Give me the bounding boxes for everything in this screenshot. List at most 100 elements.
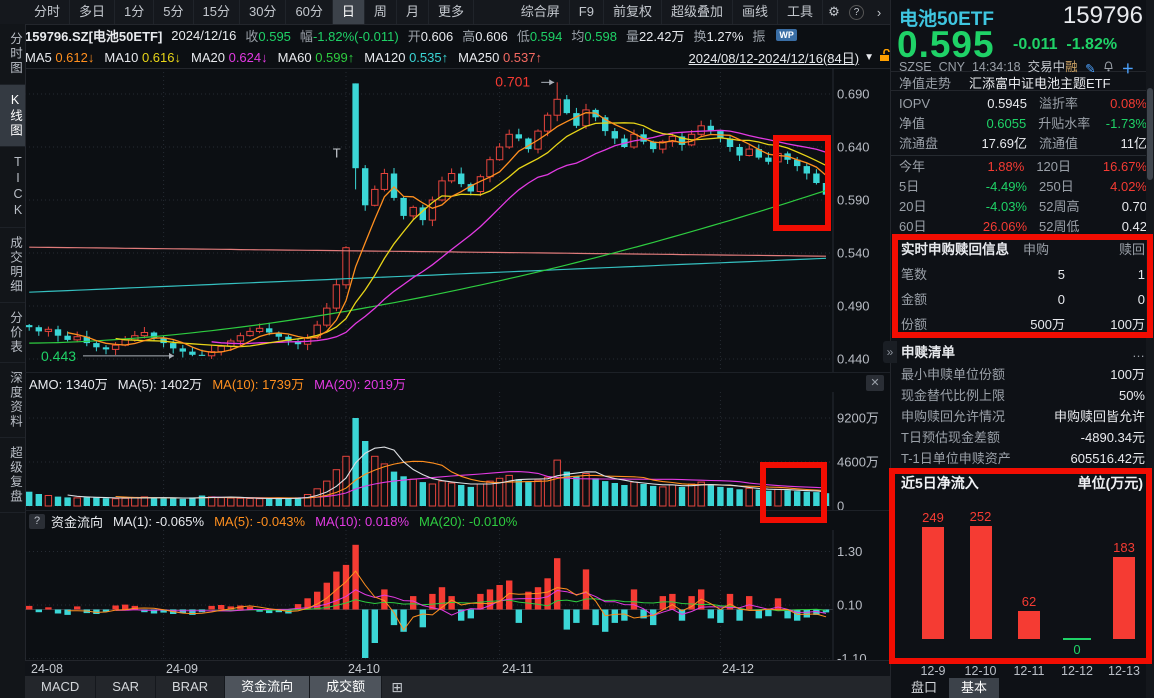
x-axis-label-2: 24-10	[348, 662, 380, 676]
menu-item-3[interactable]: 超级叠加	[662, 0, 733, 24]
indicator-tab-3[interactable]: 资金流向	[225, 676, 311, 698]
stock-code-label: 159796.SZ[电池50ETF]	[25, 28, 163, 44]
subs-row-2: 申购赎回允许情况 申购赎回皆允许	[901, 409, 1145, 424]
ma-values: MA5 0.612↓ MA10 0.616↓ MA20 0.624↓ MA60 0.5…	[25, 50, 552, 65]
add-indicator-icon[interactable]: ⊞	[391, 678, 404, 695]
period-tab-5[interactable]: 30分	[240, 0, 287, 24]
inflow-category-2: 12-11	[1013, 664, 1045, 678]
panel-tab-0[interactable]: 盘口	[911, 680, 938, 695]
help-icon[interactable]: ?	[849, 4, 864, 20]
lock-icon[interactable]	[879, 48, 890, 65]
svg-text:0.701: 0.701	[495, 73, 530, 89]
subs-row-4: T-1日单位申赎资产 605516.42元	[901, 451, 1145, 466]
menu-item-4[interactable]: 画线	[733, 0, 778, 24]
subscription-list-section: 申赎清单 … 最小申赎单位份额 100万 现金替代比例上限 50% 申购赎回允许情况 申购…	[891, 340, 1154, 469]
menu-item-0[interactable]: 综合屏	[512, 0, 570, 24]
etf-name: 电池50ETF	[899, 9, 995, 30]
field-5: 均0.598	[571, 28, 617, 44]
inflow-bar-2	[1018, 611, 1040, 639]
realtime-title: 实时申购赎回信息	[901, 242, 1009, 257]
indicator-tab-1[interactable]: SAR	[96, 676, 157, 698]
gear-icon[interactable]: ⚙	[828, 4, 840, 19]
indicator-tab-2[interactable]: BRAR	[156, 676, 226, 698]
sidebar-item-2[interactable]: TICK	[0, 147, 25, 228]
volume-chart[interactable]: 9200万 4600万 0	[25, 392, 890, 514]
help-icon[interactable]: ?	[29, 513, 45, 529]
indicator-tabbar: MACD SAR BRAR 资金流向 成交额 ⊞	[25, 676, 890, 698]
col-subscribe: 申购	[1023, 242, 1050, 257]
inflow-bar-4	[1113, 557, 1135, 639]
menu-item-5[interactable]: 工具	[778, 0, 823, 24]
bell-icon[interactable]	[1103, 61, 1114, 76]
indicator-tab-4[interactable]: 成交额	[310, 676, 383, 698]
period-tab-6[interactable]: 60分	[286, 0, 333, 24]
flow-item-2: MA(10): 0.018%	[315, 513, 410, 529]
inflow-bar-0	[922, 527, 944, 639]
period-tab-3[interactable]: 5分	[154, 0, 194, 24]
scrollbar-track[interactable]	[1146, 0, 1154, 698]
stat-row-4: 5日 -4.49% 250日 4.02%	[899, 179, 1147, 194]
moneyflow-chart[interactable]: 1.30 0.10 -1.10	[25, 530, 890, 666]
amo-item-1: MA(5): 1402万	[117, 376, 203, 392]
panel-tab-1[interactable]: 基本	[949, 678, 1000, 698]
period-tab-10[interactable]: 更多	[429, 0, 474, 24]
svg-text:1.30: 1.30	[837, 544, 862, 559]
more-icon[interactable]: …	[1132, 345, 1145, 360]
period-tab-7[interactable]: 日	[332, 0, 365, 24]
sidebar-item-0[interactable]: 分时图	[0, 24, 25, 85]
svg-text:0.10: 0.10	[837, 598, 862, 613]
period-tab-4[interactable]: 15分	[194, 0, 240, 24]
inflow-value-3: 0	[1073, 642, 1081, 657]
fund-name: 汇添富中证电池主题ETF	[969, 76, 1111, 91]
chevron-right-icon[interactable]: ›	[876, 4, 882, 20]
flow-item-1: MA(5): -0.043%	[214, 513, 306, 529]
field-7: 换1.27%	[693, 28, 744, 44]
ohlc-fields: 收0.595 幅-1.82%(-0.011) 开0.606 高0.606 低0.594 均…	[245, 26, 774, 45]
close-icon[interactable]: ✕	[866, 375, 884, 391]
field-3: 高0.606	[462, 28, 508, 44]
date-range-selector[interactable]: 2024/08/12-2024/12/16(84日)	[688, 50, 860, 66]
sidebar-item-4[interactable]: 分价表	[0, 303, 25, 363]
svg-text:0.490: 0.490	[837, 299, 870, 314]
period-tab-1[interactable]: 多日	[70, 0, 116, 24]
inflow-value-1: 252	[969, 509, 992, 524]
inflow-value-0: 249	[922, 510, 944, 525]
price-change: -0.011 -1.82%	[1013, 36, 1118, 53]
inflow-category-1: 12-10	[964, 664, 997, 678]
nav-row[interactable]: 净值走势 汇添富中证电池主题ETF	[891, 72, 1154, 91]
sidebar-item-5[interactable]: 深度资料	[0, 363, 25, 438]
svg-text:0: 0	[837, 499, 844, 511]
wp-badge-icon[interactable]: WP	[776, 29, 797, 41]
period-tab-8[interactable]: 周	[365, 0, 397, 24]
inflow-value-2: 62	[1021, 594, 1037, 609]
menu-item-1[interactable]: F9	[570, 0, 604, 24]
moneyflow-title: 资金流向	[51, 514, 104, 530]
svg-text:T: T	[333, 146, 341, 161]
inflow-value-4: 183	[1113, 540, 1135, 555]
sidebar-item-3[interactable]: 成交明细	[0, 228, 25, 303]
sidebar-item-1[interactable]: K线图	[0, 84, 25, 147]
subs-row-1: 现金替代比例上限 50%	[901, 388, 1145, 403]
ma-item-5: MA250 0.537↑	[458, 49, 542, 65]
panel-collapse-handle[interactable]: »	[883, 341, 897, 363]
chevron-down-icon[interactable]: ▼	[864, 51, 874, 63]
stat-row-5: 20日 -4.03% 52周高 0.70	[899, 199, 1147, 214]
moneyflow-values: MA(1): -0.065% MA(5): -0.043% MA(10): 0.01…	[113, 514, 527, 529]
edit-icon[interactable]: ✎	[1085, 62, 1096, 76]
period-tab-0[interactable]: 分时	[25, 0, 71, 24]
time-axis: 24-08 24-09 24-10 24-11 24-12	[25, 660, 890, 677]
inflow-bar-1	[969, 526, 992, 639]
indicator-tab-0[interactable]: MACD	[25, 676, 97, 698]
scrollbar-thumb[interactable]	[1147, 88, 1153, 180]
kline-chart[interactable]: 0.690 0.640 0.590 0.540 0.490 0.440 0.701 0.443…	[25, 68, 890, 372]
period-toolbar: 分时 多日 1分 5分 15分 30分 60分日周月更多 综合屏 F9 前复权 超级叠加 画线 工具 ⚙?…	[25, 0, 890, 25]
amo-values: AMO: 1340万 MA(5): 1402万 MA(10): 1739万 MA(20…	[29, 374, 416, 393]
period-tab-2[interactable]: 1分	[115, 0, 155, 24]
inflow-category-4: 12-13	[1108, 664, 1140, 678]
sidebar-item-6[interactable]: 超级复盘	[0, 438, 25, 513]
stat-row-3: 今年 1.88% 120日 16.67%	[899, 159, 1147, 174]
add-to-watchlist-icon[interactable]: ＋	[1121, 62, 1135, 76]
menu-item-2[interactable]: 前复权	[604, 0, 662, 24]
period-tab-9[interactable]: 月	[397, 0, 429, 24]
svg-text:0.443: 0.443	[41, 348, 76, 364]
